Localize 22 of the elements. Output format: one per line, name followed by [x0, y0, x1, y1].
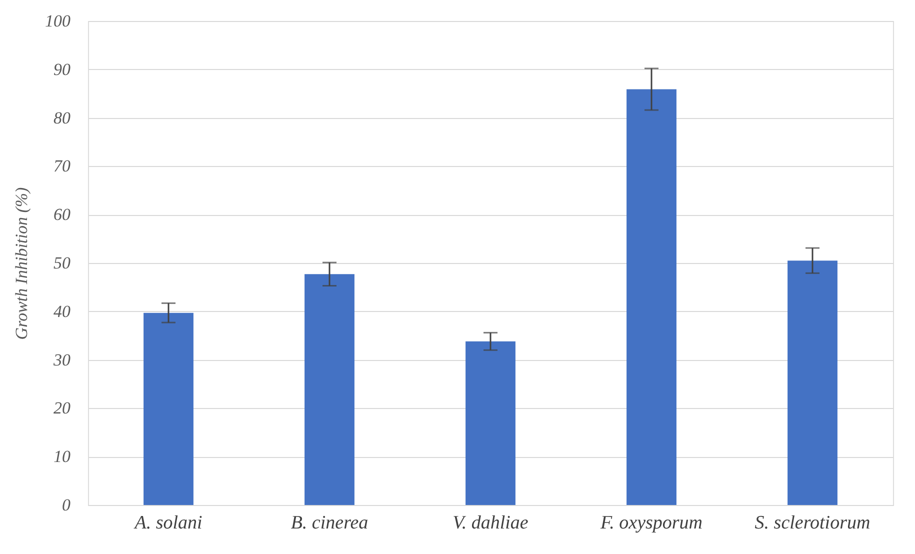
y-tick-label: 60 [54, 205, 71, 224]
y-tick-label: 30 [52, 350, 71, 370]
bar [626, 89, 676, 505]
bar [304, 274, 354, 505]
y-tick-label: 20 [54, 398, 71, 418]
y-axis-title: Growth Inhibition (%) [12, 186, 31, 340]
y-tick-label: 100 [45, 12, 71, 30]
y-tick-label: 50 [54, 254, 71, 272]
x-tick-label: V. dahliae [452, 512, 528, 534]
y-tick-label: 40 [54, 302, 71, 321]
x-tick-label: F. oxysporum [599, 512, 703, 534]
y-tick-label: 10 [54, 447, 71, 466]
bar [788, 260, 838, 505]
x-tick-label: A. solani [132, 512, 202, 534]
x-tick-label: S. sclerotiorum [754, 512, 870, 534]
y-tick-label: 80 [54, 108, 71, 128]
x-tick-label: B. cinerea [290, 512, 368, 534]
bar [466, 341, 516, 505]
bar [144, 312, 194, 505]
y-tick-label: 90 [54, 60, 71, 79]
y-tick-label: 70 [54, 156, 71, 176]
y-tick-label: 0 [62, 496, 71, 514]
